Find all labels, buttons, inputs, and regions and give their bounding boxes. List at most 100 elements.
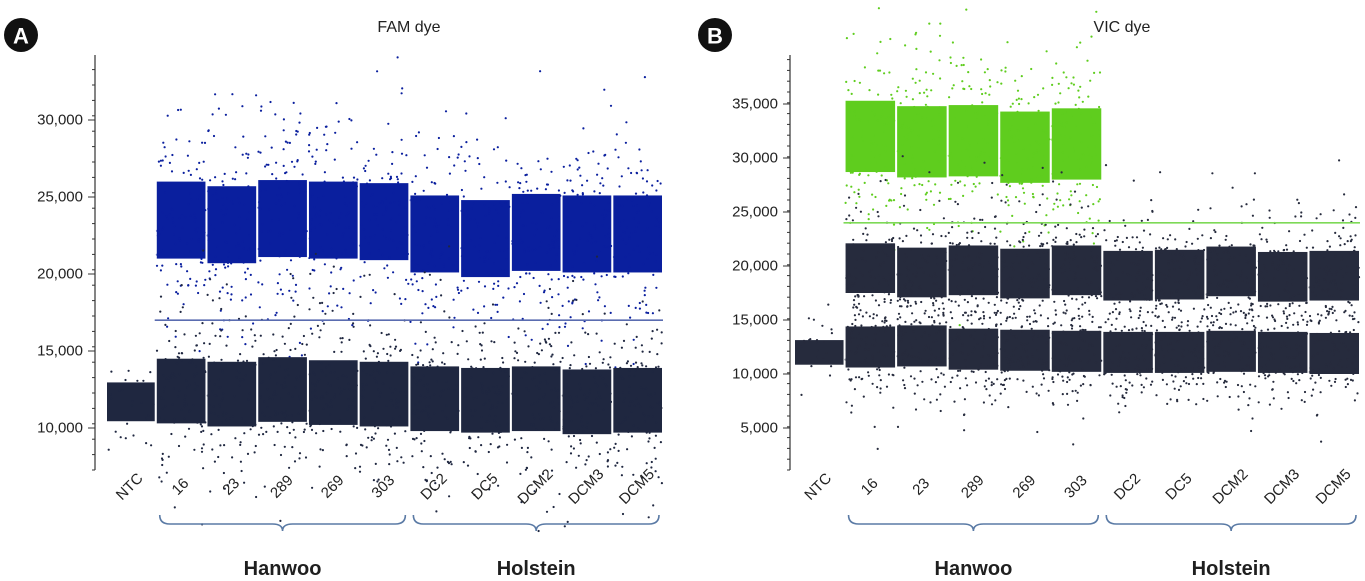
data-point [912,355,915,358]
data-point [885,279,888,282]
data-point [1142,229,1146,232]
data-point [1046,331,1049,334]
data-point [221,369,224,372]
data-point [638,148,641,151]
data-point [855,258,858,261]
data-point [1012,335,1015,338]
data-point [877,251,880,254]
data-point [430,181,433,184]
data-point [313,373,316,376]
data-point [1125,365,1128,368]
data-point [291,421,294,424]
data-point [1155,288,1159,291]
data-point [244,343,247,346]
data-point [1131,384,1134,387]
data-point [930,89,933,92]
data-point [1008,358,1011,361]
data-point [356,178,359,181]
data-point [1184,245,1187,248]
data-point [579,442,582,445]
data-point [1220,340,1223,343]
data-point [1303,262,1306,265]
data-point [398,199,401,202]
data-point [314,162,317,165]
data-point [497,431,500,434]
data-point [1145,298,1148,301]
data-point [1332,294,1335,297]
data-point [477,250,480,253]
data-point [485,392,488,395]
data-point [938,106,941,109]
data-point [999,392,1002,395]
data-point [337,120,340,123]
data-point [1242,372,1246,375]
data-point [550,203,554,206]
data-point [1206,340,1209,343]
data-point [1077,89,1080,92]
data-point [1163,292,1166,296]
data-point [603,312,606,315]
data-point [1011,276,1014,279]
data-point [1180,321,1183,324]
data-point [562,420,566,423]
data-point [913,392,916,395]
data-point [932,304,935,307]
data-point [210,433,213,436]
data-point [1354,206,1358,209]
data-point [386,371,389,374]
data-point [283,445,286,448]
data-point [967,141,971,144]
data-point [326,382,329,385]
data-point [394,345,398,348]
data-point [1000,299,1003,302]
data-point [545,300,548,303]
data-point [1068,355,1071,358]
data-point [352,425,355,428]
data-point [376,369,379,372]
data-point [903,122,906,125]
data-point [1018,139,1021,142]
data-point [1229,313,1232,316]
data-point [456,204,459,207]
data-point [1088,342,1092,345]
data-point [646,227,649,230]
data-point [1187,382,1191,386]
data-point [953,274,956,277]
data-point [326,233,329,236]
data-point [450,197,453,200]
data-point [903,383,906,387]
data-point [400,302,403,305]
data-point [558,371,561,374]
data-point [871,109,874,112]
data-point [871,248,874,251]
data-point [1069,289,1072,293]
data-point [217,107,220,110]
data-point [241,105,244,108]
data-point [932,124,935,127]
data-point [1076,157,1080,160]
data-point [447,387,450,390]
data-point [307,150,311,153]
data-point [592,150,595,153]
data-point [853,314,857,317]
data-point [549,248,552,251]
data-point [1266,285,1269,288]
data-point [226,197,229,200]
data-point [926,117,929,120]
data-point [493,203,496,206]
data-point [1064,354,1067,357]
data-point [214,334,217,337]
data-point [222,214,225,217]
data-point [436,466,439,469]
data-point [188,410,191,413]
data-point [1291,282,1294,286]
data-point [647,311,650,315]
data-point [950,300,953,303]
data-point [858,344,861,347]
data-point [404,298,407,301]
data-point [883,321,886,324]
data-point [446,218,449,221]
data-point [995,138,998,141]
data-point [1251,417,1254,420]
data-point [1149,383,1153,386]
